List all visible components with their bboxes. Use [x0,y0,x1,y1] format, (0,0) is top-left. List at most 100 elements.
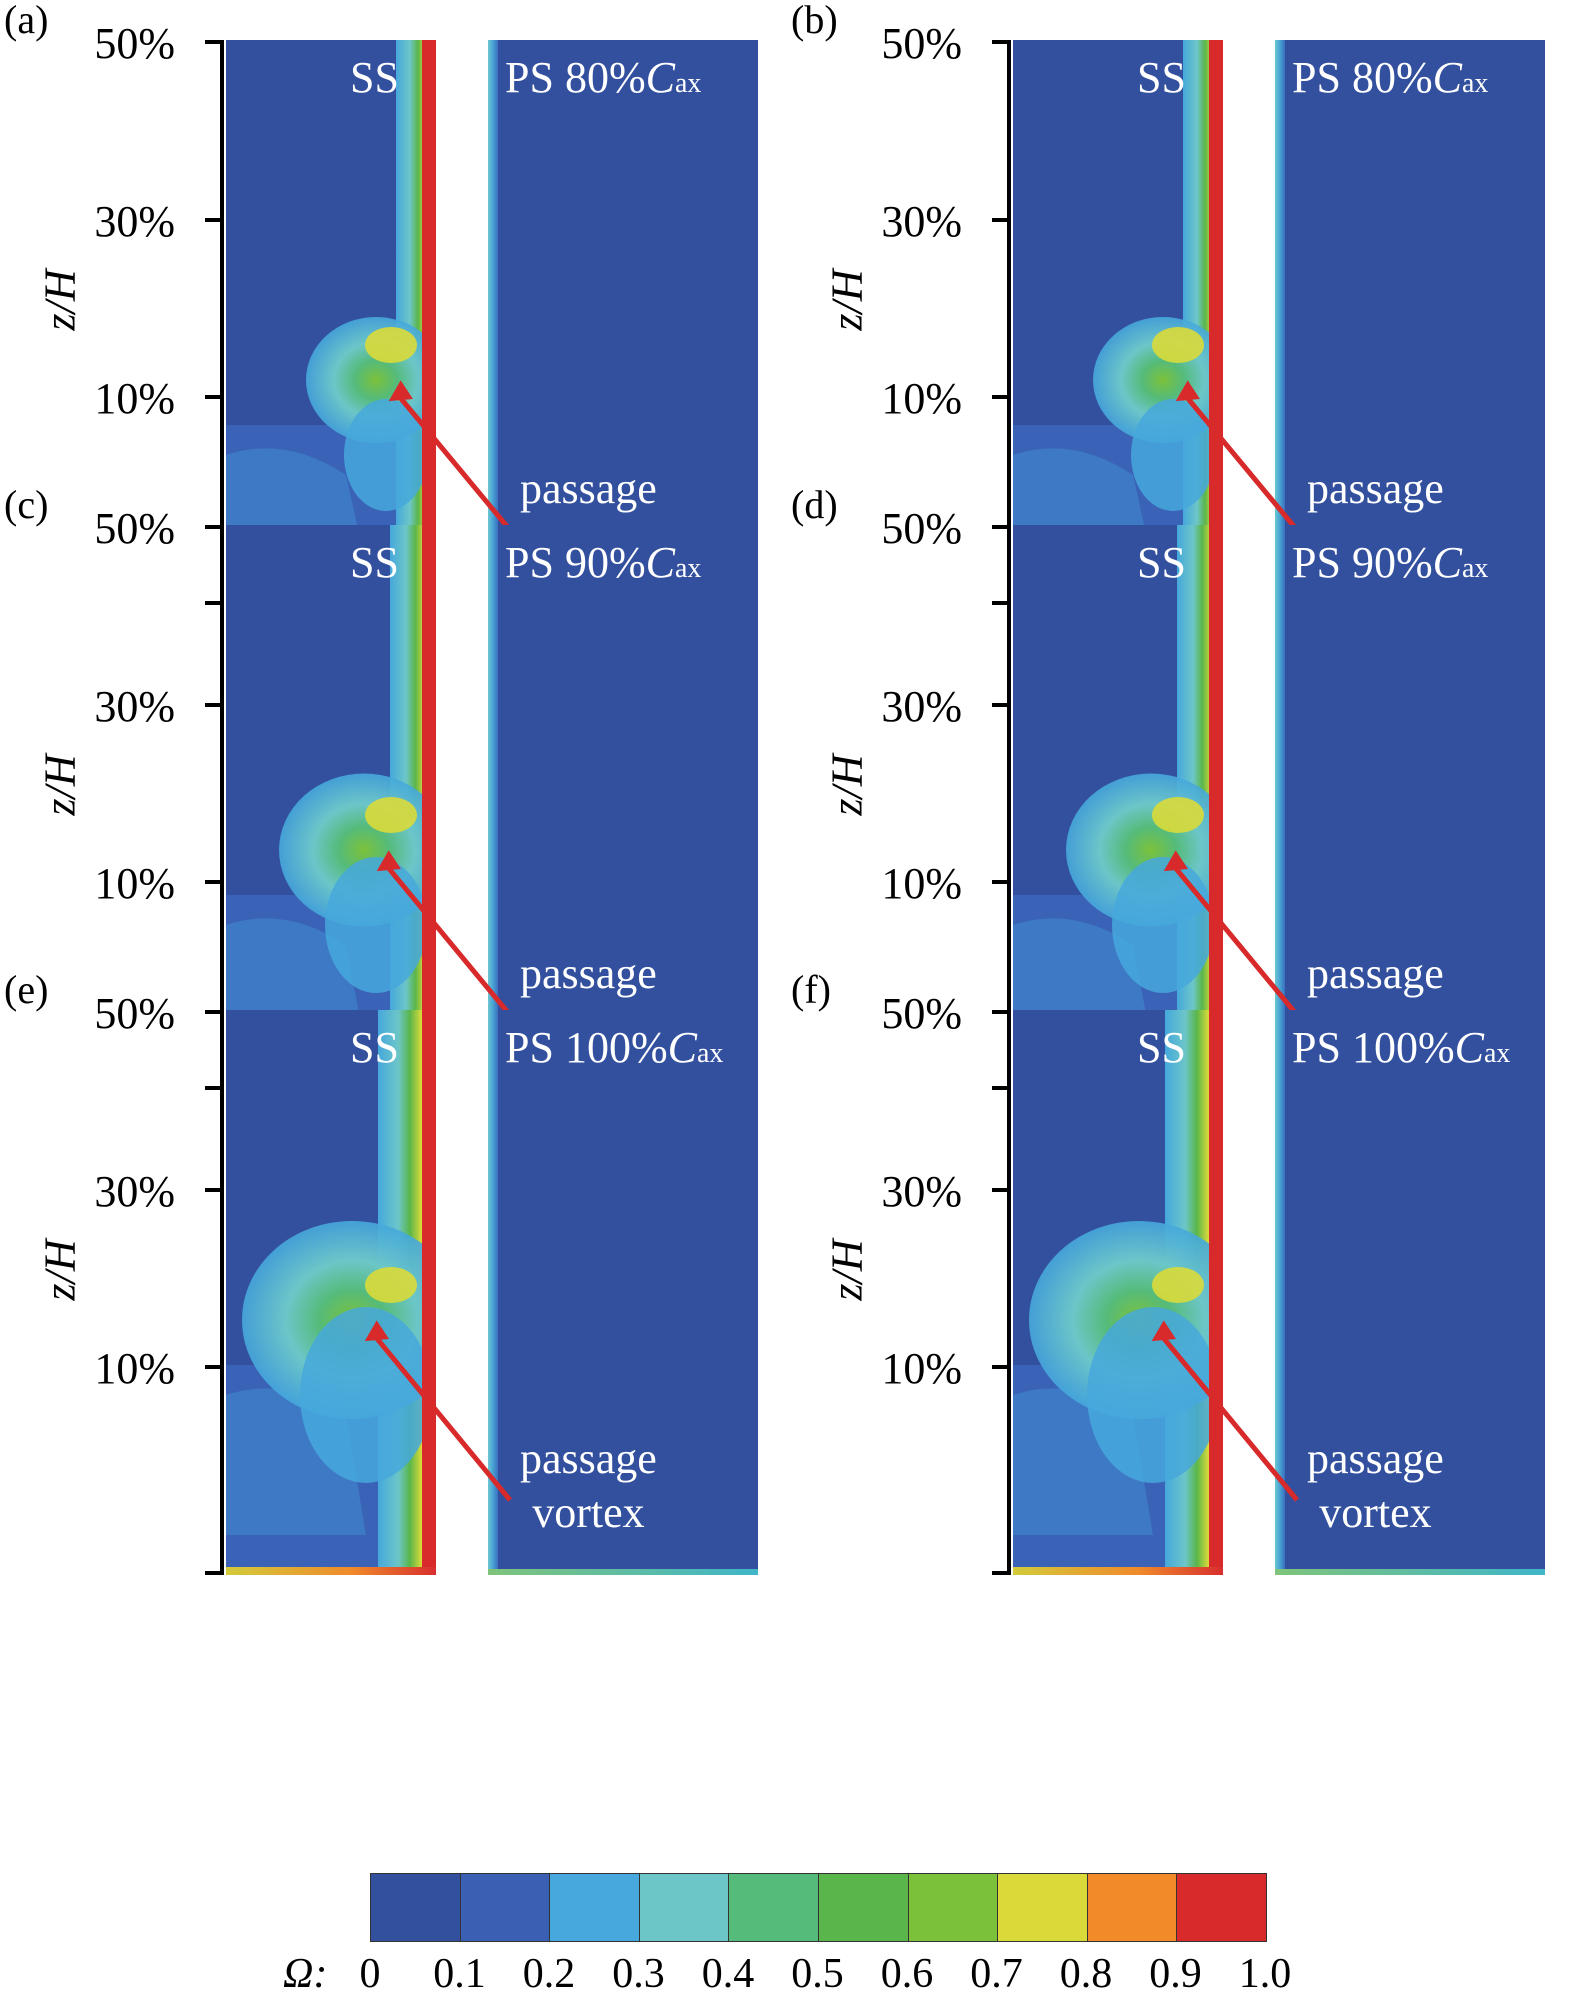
contour-panel: (b) z/H 50% 30% 10% [787,0,1574,610]
ss-label: SS [350,1023,399,1072]
colorbar-title: Ω: [283,1951,328,1997]
y-axis [1007,525,1011,1090]
suction-side-contour [1013,1010,1223,1575]
colorbar-segment [1087,1874,1178,1941]
vortex-arrow [388,380,512,532]
ps-label: PS 80%Cax [1292,53,1489,102]
colorbar-segment [639,1874,730,1941]
panel-label: (c) [4,482,49,527]
y-tick-label: 10% [881,374,962,423]
colorbar-tick-label: 1.0 [1238,1951,1292,1997]
ps-label: PS 90%Cax [1292,538,1489,587]
y-tick [205,1571,223,1575]
suction-side-contour [226,40,436,605]
y-tick-label: 30% [94,682,175,731]
y-tick-label: 10% [881,1344,962,1393]
colorbar-tick-label: 0.6 [880,1951,934,1997]
y-tick-label: 10% [94,374,175,423]
y-tick-label: 30% [94,1167,175,1216]
y-tick-label: 50% [881,504,962,553]
vortex-arrow [1175,380,1299,532]
colorbar-segment [1177,1874,1266,1941]
colorbar-tick-label: 0.3 [612,1951,665,1997]
y-tick [205,880,223,884]
panel-label: (f) [791,967,831,1012]
y-axis [220,525,224,1090]
y-tick [205,525,223,529]
y-tick-label: 50% [94,504,175,553]
y-tick [992,601,1010,605]
y-tick [992,1010,1010,1014]
colorbar-tick-label: 0.8 [1059,1951,1113,1997]
ss-label: SS [1137,1023,1186,1072]
ss-label: SS [1137,538,1186,587]
y-tick-label: 50% [881,19,962,68]
suction-side-contour [226,1010,436,1575]
y-tick-label: 50% [94,989,175,1038]
y-tick [992,525,1010,529]
y-tick-label: 10% [94,859,175,908]
y-tick-label: 10% [881,859,962,908]
ps-label: PS 100%Cax [1292,1023,1511,1072]
y-tick [205,601,223,605]
ps-label: PS 80%Cax [505,53,702,102]
y-tick [992,218,1010,222]
y-tick [205,40,223,44]
y-tick [992,1086,1010,1090]
y-tick [992,703,1010,707]
panel-label: (b) [791,0,838,42]
y-tick-label: 30% [881,197,962,246]
colorbar-segment [550,1874,640,1941]
colorbar-segment [460,1874,551,1941]
y-tick-label: 50% [94,19,175,68]
y-tick [205,703,223,707]
pressure-side-contour [1275,1010,1545,1575]
panel-label: (e) [4,967,49,1012]
vortex-arrow [364,1320,512,1502]
colorbar-segment [371,1874,461,1941]
colorbar-tick-label: 0.4 [701,1951,755,1997]
ss-label: SS [350,53,399,102]
colorbar-tick-label: 0.7 [970,1951,1023,1997]
panel-label: (a) [4,0,49,42]
panel-label: (d) [791,482,838,527]
suction-side-contour [1013,40,1223,605]
contour-panel: (e) z/H 50% 30% 10% [0,967,787,1580]
contour-panel: (f) z/H 50% 30% 10% [787,967,1574,1580]
colorbar-segment [729,1874,819,1941]
y-tick [205,218,223,222]
y-axis [220,40,224,605]
colorbar-tick-label: 0.5 [791,1951,844,1997]
pressure-side-contour [488,40,758,605]
y-tick-label: 50% [881,989,962,1038]
colorbar-segment [818,1874,909,1941]
pressure-side-contour [1275,40,1545,605]
y-axis [1007,1010,1011,1575]
colorbar [370,1873,1267,1942]
pressure-side-contour [488,1010,758,1575]
y-tick-label: 30% [94,197,175,246]
y-axis [220,1010,224,1575]
pressure-side-contour [1275,525,1545,1090]
y-tick-label: 30% [881,682,962,731]
ss-label: SS [1137,53,1186,102]
ss-label: SS [350,538,399,587]
y-tick [992,1571,1010,1575]
y-tick-label: 10% [94,1344,175,1393]
y-tick [992,40,1010,44]
y-tick [205,1365,223,1369]
vortex-arrow [1151,1320,1299,1502]
y-tick [992,395,1010,399]
y-tick [992,880,1010,884]
colorbar-segment [998,1874,1088,1941]
y-tick [992,1188,1010,1192]
y-tick [992,1365,1010,1369]
contour-panel: (c) z/H 50% 30% 10% [0,482,787,1095]
vortex-arrow [376,850,512,1017]
colorbar-tick-label: 0.9 [1149,1951,1202,1997]
ps-label: PS 100%Cax [505,1023,724,1072]
ps-label: PS 90%Cax [505,538,702,587]
y-axis [1007,40,1011,605]
